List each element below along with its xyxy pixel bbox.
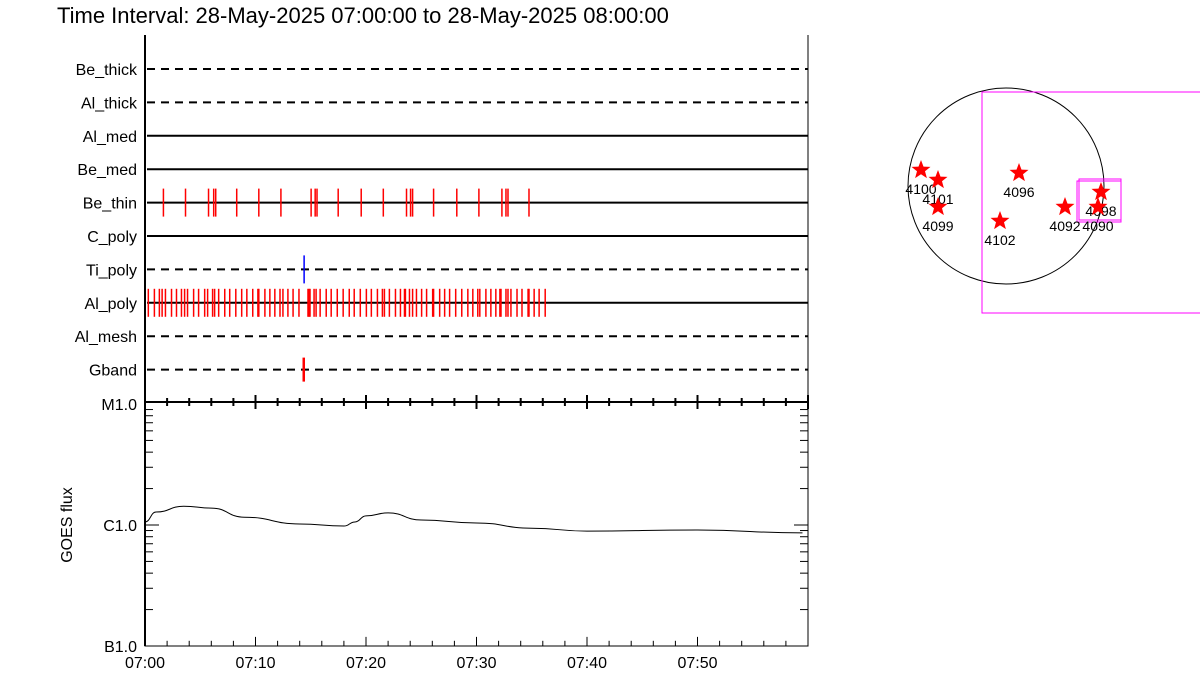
star-icon — [911, 160, 931, 179]
row-label: Be_med — [77, 162, 137, 179]
goes-flux-panel: 07:00 07:10 07:20 07:30 07:40 07:50 M1.0 C1.0 B1… — [59, 395, 809, 672]
row-label: Gband — [89, 363, 137, 380]
timeline-row-c_poly: C_poly — [87, 229, 808, 246]
star-icon — [1055, 197, 1075, 216]
timeline-row-be_thin: Be_thin — [83, 188, 808, 217]
timeline-row-al_med: Al_med — [83, 129, 808, 146]
star-icon — [1091, 182, 1111, 201]
y-axis-label: GOES flux — [59, 487, 76, 563]
goes-frame — [144, 401, 809, 647]
x-tick-label: 07:20 — [346, 655, 386, 672]
active-region-4098: 4098 — [1085, 182, 1117, 219]
active-region-4092: 4092 — [1049, 197, 1081, 234]
region-label: 4102 — [984, 232, 1015, 248]
y-tick-label: M1.0 — [101, 397, 137, 414]
goes-flux-line — [144, 505, 803, 534]
active-region-4099: 4099 — [922, 197, 954, 234]
region-label: 4099 — [922, 218, 953, 234]
y-tick-label: B1.0 — [104, 639, 137, 656]
region-label: 4092 — [1049, 218, 1080, 234]
row-label: Al_poly — [85, 296, 137, 313]
active-region-4090: 4090 — [1082, 197, 1114, 234]
x-tick-label: 07:30 — [456, 655, 496, 672]
region-label: 4096 — [1003, 184, 1034, 200]
timeline-row-al_poly: Al_poly — [85, 288, 808, 317]
timeline-row-be_thick: Be_thick — [76, 62, 808, 79]
x-tick-label: 07:50 — [677, 655, 717, 672]
solar-disk — [907, 87, 1105, 285]
plot-title: Time Interval: 28-May-2025 07:00:00 to 2… — [57, 3, 669, 28]
star-icon — [1009, 163, 1029, 182]
fov-box-small — [1078, 178, 1122, 221]
row-label: Al_mesh — [75, 329, 137, 346]
sun-map: 41004101409940964102409240984090 — [905, 87, 1200, 314]
row-label: Be_thick — [76, 62, 138, 79]
row-label: Ti_poly — [86, 262, 137, 279]
active-region-4102: 4102 — [984, 211, 1016, 248]
active-region-4096: 4096 — [1003, 163, 1035, 200]
star-icon — [1088, 197, 1108, 216]
star-icon — [928, 197, 948, 216]
region-label: 4090 — [1082, 218, 1113, 234]
x-tick-label: 07:40 — [567, 655, 607, 672]
y-tick-label: C1.0 — [103, 518, 137, 535]
star-icon — [990, 211, 1010, 230]
timeline-row-al_mesh: Al_mesh — [75, 329, 808, 346]
region-label: 4100 — [905, 181, 936, 197]
row-label: Al_thick — [81, 95, 138, 112]
timeline-row-gband: Gband — [89, 357, 808, 382]
row-label: Al_med — [83, 129, 137, 146]
timeline-row-al_thick: Al_thick — [81, 95, 808, 112]
active-region-4100: 4100 — [905, 160, 937, 197]
field-of-view-box — [981, 91, 1200, 314]
event-timeline-panel: Be_thick Al_thick Al_med Be_med Be_thin C_pol… — [75, 35, 809, 402]
row-label: C_poly — [87, 229, 137, 246]
timeline-row-ti_poly: Ti_poly — [86, 255, 808, 284]
x-tick-label: 07:00 — [125, 655, 165, 672]
x-tick-label: 07:10 — [235, 655, 275, 672]
star-icon — [928, 170, 948, 189]
row-label: Be_thin — [83, 196, 137, 213]
timeline-row-be_med: Be_med — [77, 162, 808, 179]
